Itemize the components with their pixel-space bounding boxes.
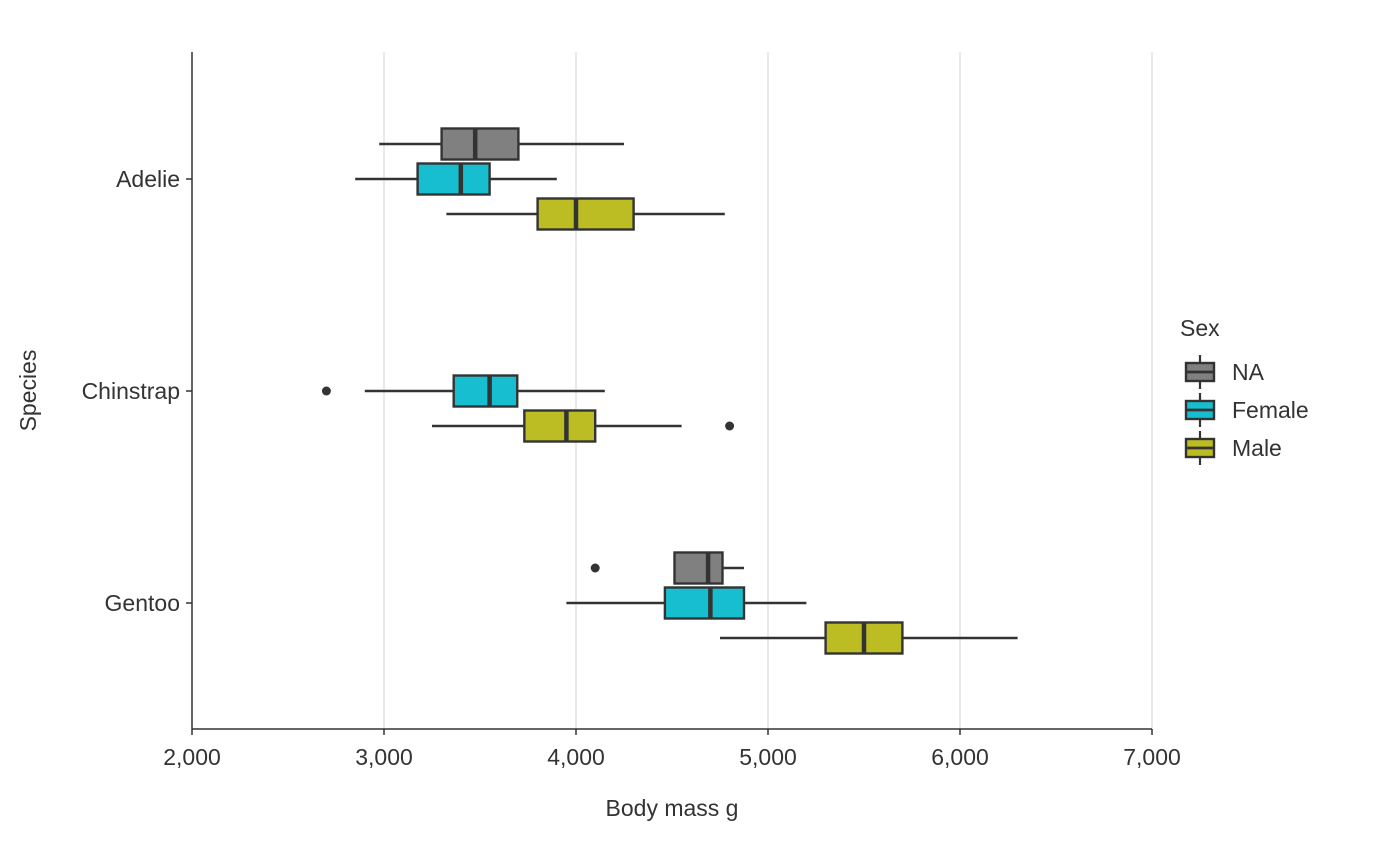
legend-item-na: NA xyxy=(1184,355,1265,389)
outlier-point-0 xyxy=(725,421,735,431)
legend-label-female: Female xyxy=(1232,397,1309,423)
x-tick-label-5: 7,000 xyxy=(1123,744,1181,770)
box-female-gentoo xyxy=(566,586,807,620)
box-body xyxy=(523,409,597,443)
box-female-adelie xyxy=(355,162,557,196)
legend-title: Sex xyxy=(1180,315,1220,341)
x-tick-label-1: 3,000 xyxy=(355,744,413,770)
box-na-gentoo xyxy=(590,551,744,585)
box-male-gentoo xyxy=(720,621,1018,655)
outlier-point-0 xyxy=(590,563,600,573)
x-tick-label-4: 6,000 xyxy=(931,744,989,770)
box-female-chinstrap xyxy=(321,374,605,408)
outlier-point-0 xyxy=(321,386,331,396)
box-body xyxy=(416,162,491,196)
grid-layer xyxy=(191,52,1153,729)
boxes-layer xyxy=(321,127,1018,655)
axes-layer: 2,000 3,000 4,000 5,000 6,000 7,000 Adelie Chin… xyxy=(82,52,1181,770)
y-tick-label-gentoo: Gentoo xyxy=(105,590,180,616)
box-body xyxy=(452,374,519,408)
box-body xyxy=(673,551,724,585)
box-na-adelie xyxy=(379,127,624,161)
x-tick-label-0: 2,000 xyxy=(163,744,221,770)
y-tick-label-adelie: Adelie xyxy=(116,166,180,192)
y-tick-label-chinstrap: Chinstrap xyxy=(82,378,180,404)
box-body xyxy=(663,586,746,620)
x-axis-title: Body mass g xyxy=(606,795,739,821)
y-axis-title: Species xyxy=(15,350,41,432)
legend-item-female: Female xyxy=(1184,393,1309,427)
legend: NA Female Male xyxy=(1184,355,1309,465)
box-male-chinstrap xyxy=(432,409,735,443)
box-male-adelie xyxy=(446,197,725,231)
legend-item-male: Male xyxy=(1184,431,1282,465)
legend-label-male: Male xyxy=(1232,435,1282,461)
legend-label-na: NA xyxy=(1232,359,1265,385)
box-body xyxy=(536,197,635,231)
box-body xyxy=(440,127,520,161)
x-tick-label-3: 5,000 xyxy=(739,744,797,770)
x-tick-label-2: 4,000 xyxy=(547,744,605,770)
